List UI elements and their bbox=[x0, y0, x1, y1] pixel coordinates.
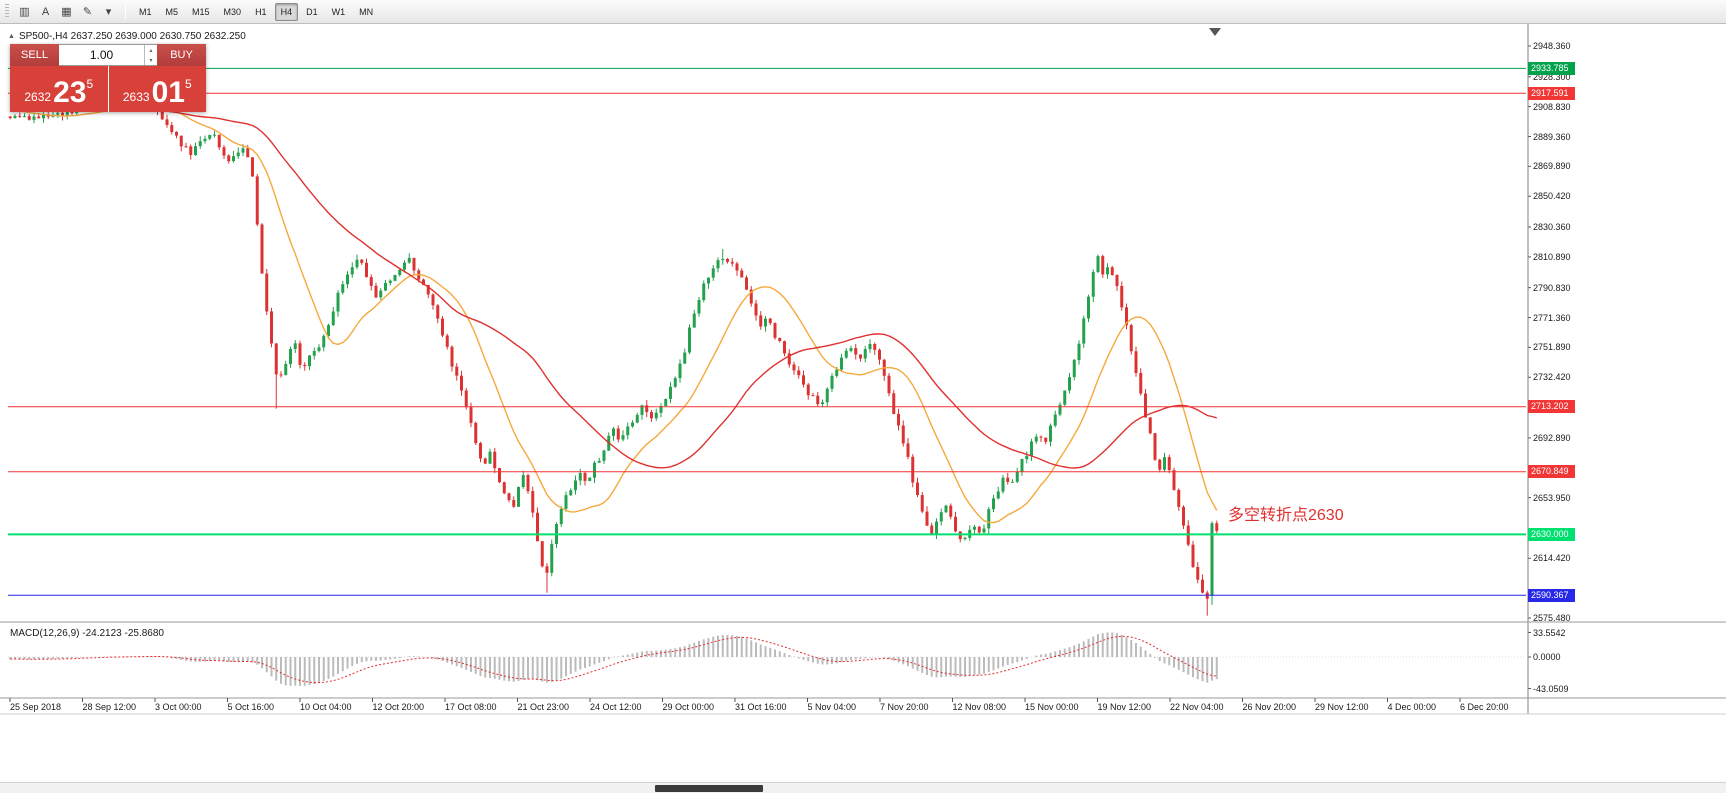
text-label-icon[interactable]: A bbox=[41, 5, 50, 18]
macd-scale-label: 0.0000 bbox=[1533, 652, 1561, 662]
horizontal-scrollbar[interactable] bbox=[0, 782, 1726, 793]
time-tick-label: 15 Nov 00:00 bbox=[1025, 702, 1079, 712]
price-badge-support-2590: 2590.367 bbox=[1528, 588, 1575, 602]
timeframe-button-m15[interactable]: M15 bbox=[192, 6, 210, 17]
time-tick-label: 12 Oct 20:00 bbox=[372, 702, 425, 712]
toolbar-separator bbox=[125, 4, 126, 19]
price-tick-label: 2771.360 bbox=[1533, 312, 1571, 323]
timeframe-button-d1[interactable]: D1 bbox=[306, 6, 318, 17]
timeframe-group: M1 M5 M15 M30 H1 H4 D1 W1 MN bbox=[132, 2, 380, 21]
bid-price-box[interactable]: 2632 23 5 bbox=[10, 66, 108, 112]
ask-price-box[interactable]: 2633 01 5 bbox=[108, 66, 206, 112]
time-tick-label: 22 Nov 04:00 bbox=[1170, 702, 1224, 712]
time-tick-label: 10 Oct 04:00 bbox=[300, 702, 352, 712]
spinner-down-icon[interactable]: ▾ bbox=[149, 57, 153, 64]
timeframe-button-m5[interactable]: M5 bbox=[165, 6, 179, 17]
time-tick-label: 3 Oct 00:00 bbox=[155, 702, 202, 712]
macd-scale-label: -43.0509 bbox=[1533, 683, 1569, 694]
ask-price-pips: 01 bbox=[151, 76, 185, 109]
chart-shift-marker-icon[interactable] bbox=[1209, 28, 1221, 36]
price-tick-label: 2948.360 bbox=[1533, 41, 1571, 51]
volume-input[interactable]: 1.00 ▴ ▾ bbox=[59, 44, 157, 66]
price-tick-label: 2732.420 bbox=[1533, 372, 1571, 383]
crosshair-icon[interactable]: ▦ bbox=[61, 6, 72, 18]
price-tick-label: 2869.890 bbox=[1533, 161, 1571, 172]
price-badge-resistance-2917: 2917.591 bbox=[1528, 86, 1575, 100]
symbol-ohlc-label: SP500-,H4 2637.250 2639.000 2630.750 263… bbox=[18, 31, 246, 42]
time-tick-label: 21 Oct 23:00 bbox=[517, 702, 570, 712]
time-tick-label: 24 Oct 12:00 bbox=[590, 702, 642, 712]
price-tick-label: 2908.830 bbox=[1533, 101, 1571, 112]
timeframe-button-h4[interactable]: H4 bbox=[274, 2, 299, 21]
time-tick-label: 29 Nov 12:00 bbox=[1315, 702, 1369, 712]
macd-signal-line bbox=[10, 635, 1217, 684]
timeframe-button-w1[interactable]: W1 bbox=[331, 6, 346, 17]
price-tick-label: 2692.890 bbox=[1533, 432, 1571, 443]
volume-value: 1.00 bbox=[89, 48, 114, 62]
time-tick-label: 7 Nov 20:00 bbox=[880, 702, 929, 712]
time-tick-label: 12 Nov 08:00 bbox=[952, 702, 1007, 712]
price-tick-label: 2751.890 bbox=[1533, 342, 1571, 353]
one-click-trading-panel: SELL 1.00 ▴ ▾ BUY 2632 23 5 2633 01 5 bbox=[10, 44, 206, 112]
macd-histogram bbox=[9, 632, 1218, 686]
ask-price-point: 5 bbox=[184, 77, 192, 91]
price-tick-label: 2790.830 bbox=[1533, 282, 1571, 293]
tool-dropdown-icon[interactable]: ▾ bbox=[105, 6, 112, 18]
buy-button[interactable]: BUY bbox=[157, 44, 206, 66]
time-tick-label: 31 Oct 16:00 bbox=[735, 702, 787, 712]
volume-spinner: ▴ ▾ bbox=[144, 45, 157, 65]
macd-indicator-label: MACD(12,26,9) -24.2123 -25.8680 bbox=[10, 628, 164, 639]
toolbar-tools: ▥ A ▦ ✎ ▾ bbox=[14, 2, 119, 21]
price-tick-label: 2889.360 bbox=[1533, 131, 1571, 142]
price-tick-label: 2810.890 bbox=[1533, 251, 1571, 262]
timeframe-button-mn[interactable]: MN bbox=[359, 6, 374, 17]
price-tick-label: 2928.300 bbox=[1533, 71, 1571, 82]
price-tick-label: 2850.420 bbox=[1533, 191, 1571, 202]
time-tick-label: 19 Nov 12:00 bbox=[1097, 702, 1152, 712]
price-tick-label: 2653.950 bbox=[1533, 492, 1571, 503]
timeframe-button-h1[interactable]: H1 bbox=[255, 6, 267, 17]
time-tick-label: 17 Oct 08:00 bbox=[445, 702, 497, 712]
horizontal-scrollbar-thumb[interactable] bbox=[655, 785, 763, 792]
time-tick-label: 25 Sep 2018 bbox=[10, 702, 62, 712]
time-tick-label: 4 Dec 00:00 bbox=[1387, 702, 1437, 712]
toolbar-grip[interactable] bbox=[5, 4, 9, 19]
time-tick-label: 28 Sep 12:00 bbox=[82, 702, 137, 712]
price-badge-pivot-2630: 2630.000 bbox=[1528, 527, 1575, 541]
price-axis[interactable] bbox=[1527, 24, 1726, 714]
chart-annotation-text[interactable]: 多空转折点2630 bbox=[1228, 507, 1344, 524]
bid-price-point: 5 bbox=[86, 77, 94, 91]
ask-price-prefix: 2633 bbox=[122, 90, 150, 104]
time-tick-label: 26 Nov 20:00 bbox=[1242, 702, 1297, 712]
ma-slow-line bbox=[10, 96, 1217, 469]
bid-price-prefix: 2632 bbox=[24, 90, 52, 104]
time-tick-label: 6 Dec 20:00 bbox=[1460, 702, 1509, 712]
chart-window-icon[interactable]: ▥ bbox=[19, 6, 30, 18]
toolbar: ▥ A ▦ ✎ ▾ M1 M5 M15 M30 H1 H4 D1 W1 MN bbox=[0, 0, 1726, 24]
candlestick-series bbox=[8, 94, 1219, 616]
bid-price-pips: 23 bbox=[53, 76, 87, 109]
time-tick-label: 29 Oct 00:00 bbox=[662, 702, 715, 712]
price-badge-resistance-2933: 2933.785 bbox=[1528, 61, 1575, 75]
draw-tool-icon[interactable]: ✎ bbox=[82, 6, 93, 18]
time-tick-label: 5 Oct 16:00 bbox=[227, 702, 275, 712]
timeframe-button-m1[interactable]: M1 bbox=[139, 6, 152, 17]
sell-button[interactable]: SELL bbox=[10, 44, 59, 66]
symbol-ohlc-header: ▲ SP500-,H4 2637.250 2639.000 2630.750 2… bbox=[8, 31, 246, 42]
ma-fast-line bbox=[10, 104, 1218, 524]
macd-scale-label: 33.5542 bbox=[1533, 627, 1566, 638]
timeframe-button-m30[interactable]: M30 bbox=[223, 6, 242, 17]
time-tick-label: 5 Nov 04:00 bbox=[807, 702, 857, 712]
spinner-up-icon[interactable]: ▴ bbox=[149, 47, 153, 54]
price-badge-resistance-2713: 2713.202 bbox=[1528, 400, 1575, 414]
price-tick-label: 2575.480 bbox=[1533, 613, 1571, 623]
price-tick-label: 2830.360 bbox=[1533, 222, 1571, 232]
one-click-expander-icon[interactable]: ▲ bbox=[8, 33, 15, 40]
price-tick-label: 2614.420 bbox=[1533, 553, 1571, 564]
price-badge-resistance-2670: 2670.849 bbox=[1528, 465, 1575, 479]
